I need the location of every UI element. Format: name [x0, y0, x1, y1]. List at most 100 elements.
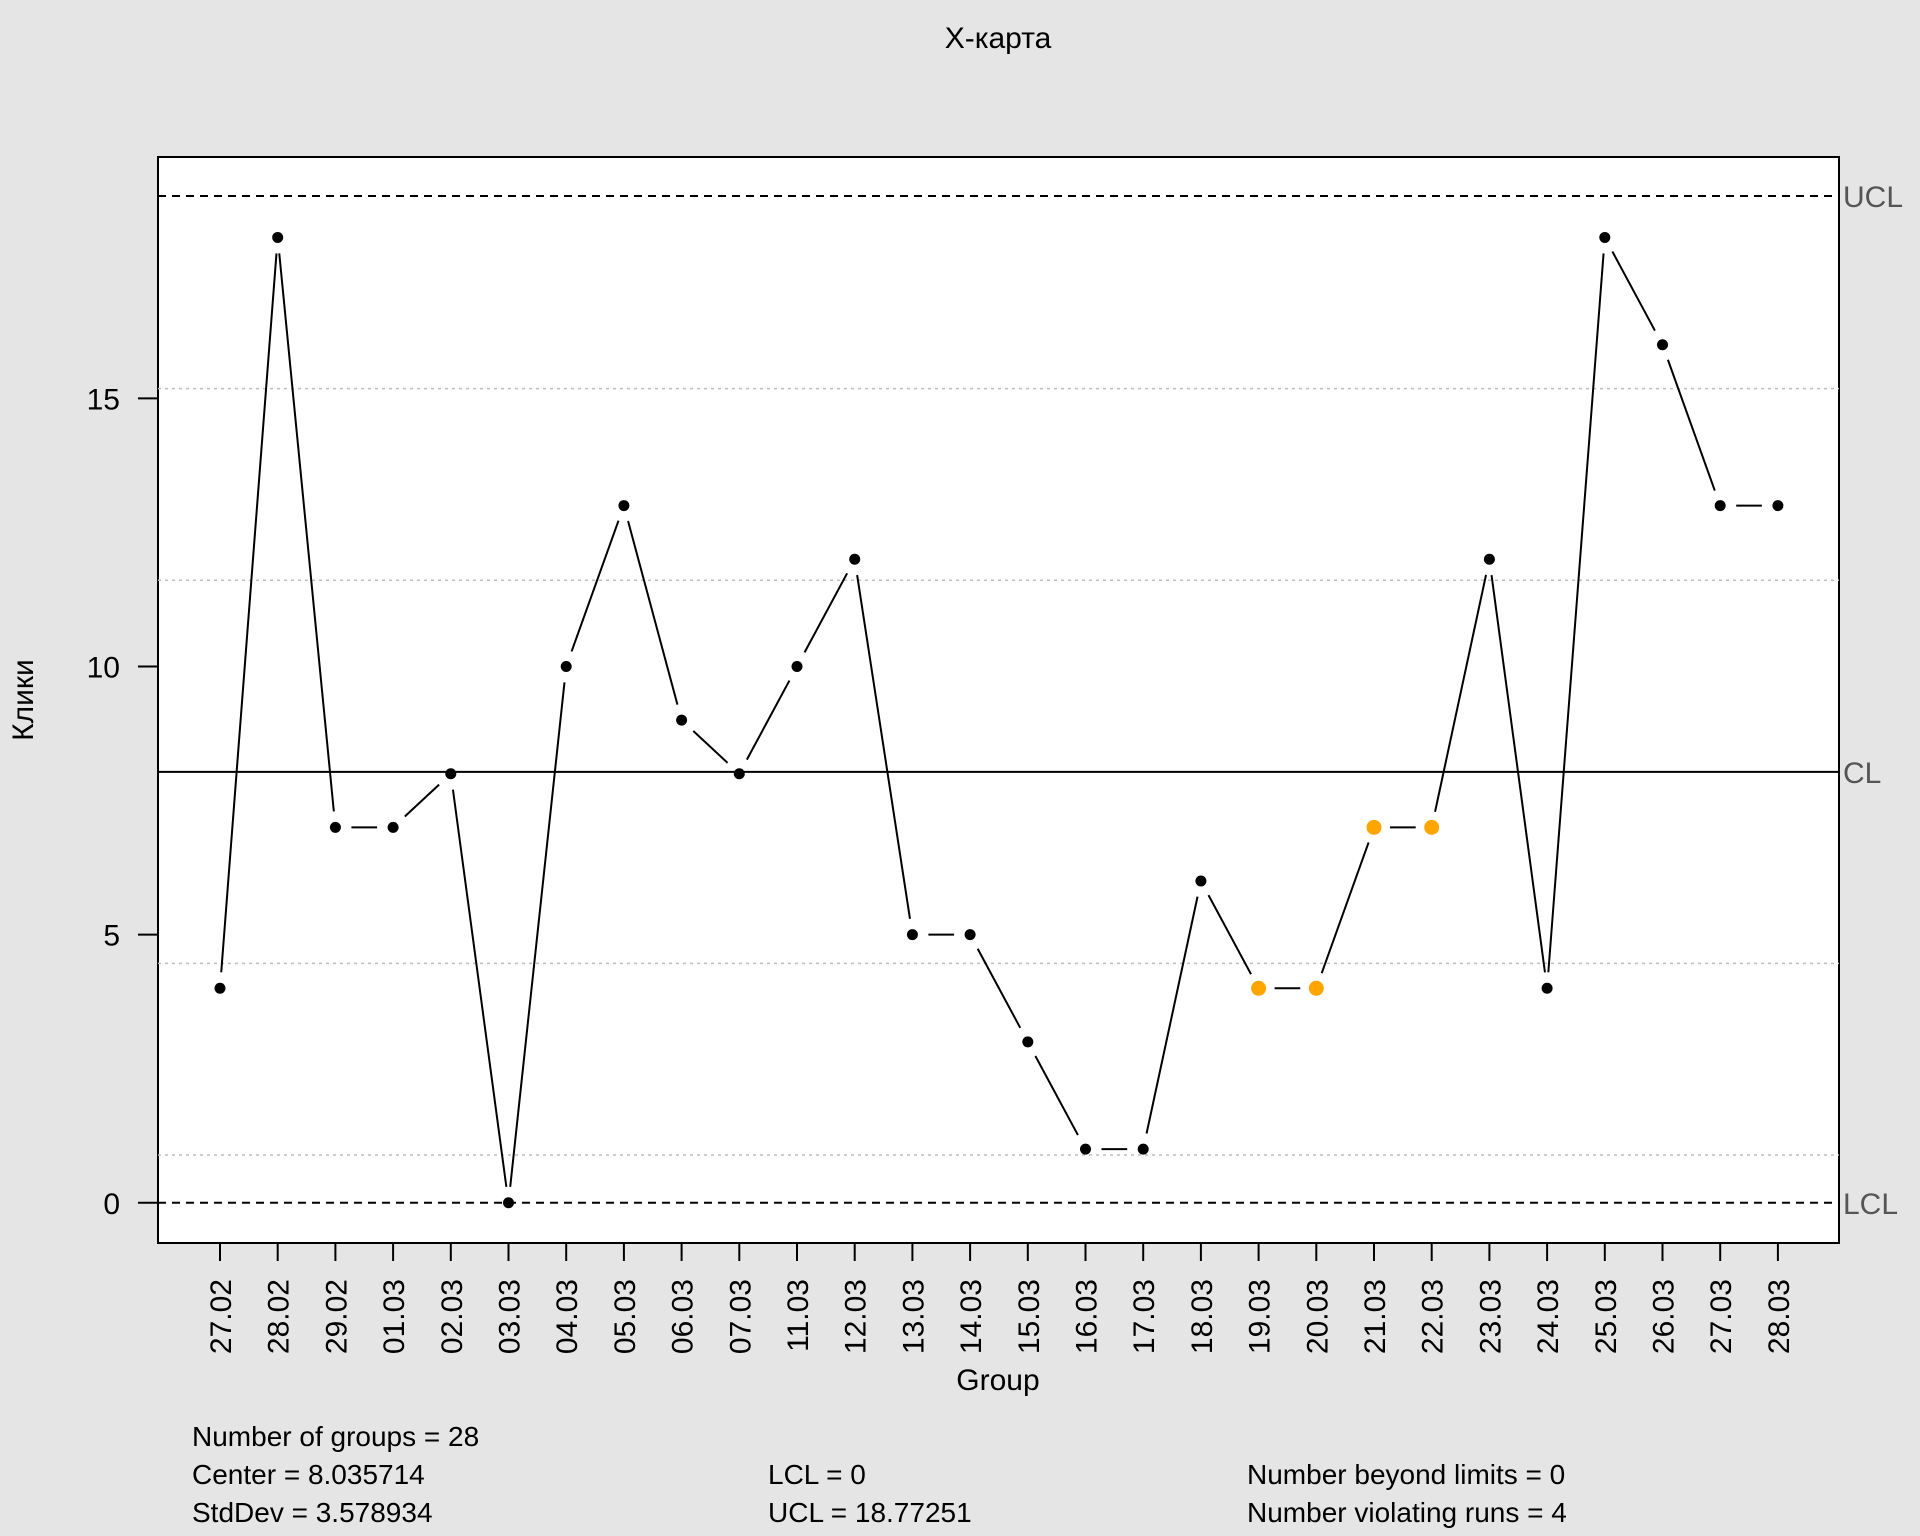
plot-area [157, 156, 1840, 1244]
data-point [1195, 875, 1207, 887]
data-point [387, 821, 399, 833]
x-tick-label: 25.03 [1590, 1279, 1623, 1354]
y-tick-label: 10 [87, 651, 120, 684]
data-point [618, 500, 630, 512]
data-point [733, 768, 745, 780]
x-tick-label: 07.03 [724, 1279, 757, 1354]
series-segment [692, 730, 729, 764]
data-point [676, 714, 688, 726]
x-tick-label: 16.03 [1071, 1279, 1104, 1354]
x-tick-label: 29.02 [320, 1279, 353, 1354]
x-tick-label: 14.03 [955, 1279, 988, 1354]
data-point [329, 821, 341, 833]
x-axis: 27.02 28.02 29.02 01.03 02.03 03.03 04.03 05.03… [205, 1243, 1796, 1354]
series-segment [976, 948, 1022, 1029]
stat-number-violating-runs: Number violating runs = 4 [1247, 1497, 1567, 1528]
cl-label: CL [1843, 757, 1881, 790]
lcl-label: LCL [1843, 1188, 1898, 1221]
violating-point [1366, 819, 1382, 835]
stats-column-2: LCL = 0 UCL = 18.77251 [768, 1456, 972, 1532]
data-point [1483, 553, 1495, 565]
data-point [214, 982, 226, 994]
violating-point [1424, 819, 1440, 835]
series-segment [451, 789, 508, 1188]
x-tick-label: 13.03 [897, 1279, 930, 1354]
x-tick-label: 22.03 [1417, 1279, 1450, 1354]
x-tick-label: 19.03 [1244, 1279, 1277, 1354]
stat-stddev: StdDev = 3.578934 [192, 1497, 433, 1528]
series-line [220, 251, 1762, 1188]
x-tick-label: 28.02 [263, 1279, 296, 1354]
data-point [1657, 339, 1668, 351]
data-point [849, 553, 861, 565]
y-tick-label: 5 [103, 920, 120, 953]
series-points [214, 231, 1784, 1209]
series-segment [1434, 574, 1488, 812]
data-point [1541, 982, 1553, 994]
data-point [1772, 500, 1784, 512]
x-tick-label: 23.03 [1474, 1279, 1507, 1354]
data-point [964, 929, 976, 941]
x-tick-label: 26.03 [1648, 1279, 1681, 1354]
y-tick-label: 15 [87, 383, 120, 416]
series-segment [1666, 359, 1716, 491]
series-segment [1145, 896, 1199, 1134]
data-point [1599, 231, 1611, 243]
data-point [906, 929, 918, 941]
x-tick-label: 17.03 [1128, 1279, 1161, 1354]
stat-ucl: UCL = 18.77251 [768, 1497, 972, 1528]
series-segment [1547, 253, 1605, 973]
data-point [560, 660, 572, 672]
data-point [445, 768, 457, 780]
x-tick-label: 02.03 [436, 1279, 469, 1354]
series-segment [1034, 1055, 1079, 1136]
control-limit-lines [158, 195, 1839, 1204]
series-segment [1207, 894, 1252, 975]
series-segment [1320, 842, 1370, 974]
x-tick-label: 18.03 [1186, 1279, 1219, 1354]
y-axis-label: Клики [7, 659, 40, 741]
stats-column-3: Number beyond limits = 0 Number violatin… [1247, 1456, 1567, 1532]
series-segment [1611, 251, 1656, 332]
series-segment [220, 253, 278, 973]
series-segment [509, 682, 566, 1187]
stat-lcl: LCL = 0 [768, 1459, 866, 1490]
ucl-label: UCL [1843, 181, 1903, 214]
violating-point [1308, 980, 1324, 996]
data-point [1022, 1036, 1034, 1048]
x-tick-label: 05.03 [609, 1279, 642, 1354]
stat-number-beyond-limits: Number beyond limits = 0 [1247, 1459, 1566, 1490]
x-tick-label: 04.03 [551, 1279, 584, 1354]
data-point [1080, 1143, 1091, 1155]
y-axis: 0 5 10 15 [87, 383, 158, 1221]
chart-title: X-карта [945, 22, 1052, 55]
x-tick-label: 06.03 [667, 1279, 700, 1354]
series-segment [803, 572, 849, 653]
x-axis-label: Group [956, 1364, 1039, 1397]
x-tick-label: 27.03 [1705, 1279, 1738, 1354]
series-segment [570, 520, 620, 652]
x-tick-label: 28.03 [1763, 1279, 1796, 1354]
data-point [791, 660, 803, 672]
stat-number-of-groups: Number of groups = 28 [192, 1421, 480, 1452]
x-tick-label: 24.03 [1532, 1279, 1565, 1354]
x-tick-label: 12.03 [840, 1279, 873, 1354]
y-tick-label: 0 [103, 1188, 120, 1221]
series-segment [627, 520, 679, 705]
series-segment [856, 574, 911, 919]
x-tick-label: 11.03 [782, 1279, 815, 1352]
stats-column-1: Number of groups = 28 Center = 8.035714 … [192, 1418, 479, 1532]
series-segment [745, 680, 791, 761]
x-tick-label: 01.03 [378, 1279, 411, 1354]
stat-center: Center = 8.035714 [192, 1459, 425, 1490]
series-segment [278, 253, 335, 812]
x-tick-label: 20.03 [1301, 1279, 1334, 1354]
series-segment [404, 783, 440, 818]
data-point [1714, 500, 1726, 512]
data-point [1137, 1143, 1149, 1155]
x-tick-label: 15.03 [1013, 1279, 1046, 1354]
grid-lines [158, 387, 1839, 1156]
control-limit-labels: UCL CL LCL [1843, 181, 1903, 1221]
x-tick-label: 27.02 [205, 1279, 238, 1354]
data-point [503, 1197, 514, 1209]
